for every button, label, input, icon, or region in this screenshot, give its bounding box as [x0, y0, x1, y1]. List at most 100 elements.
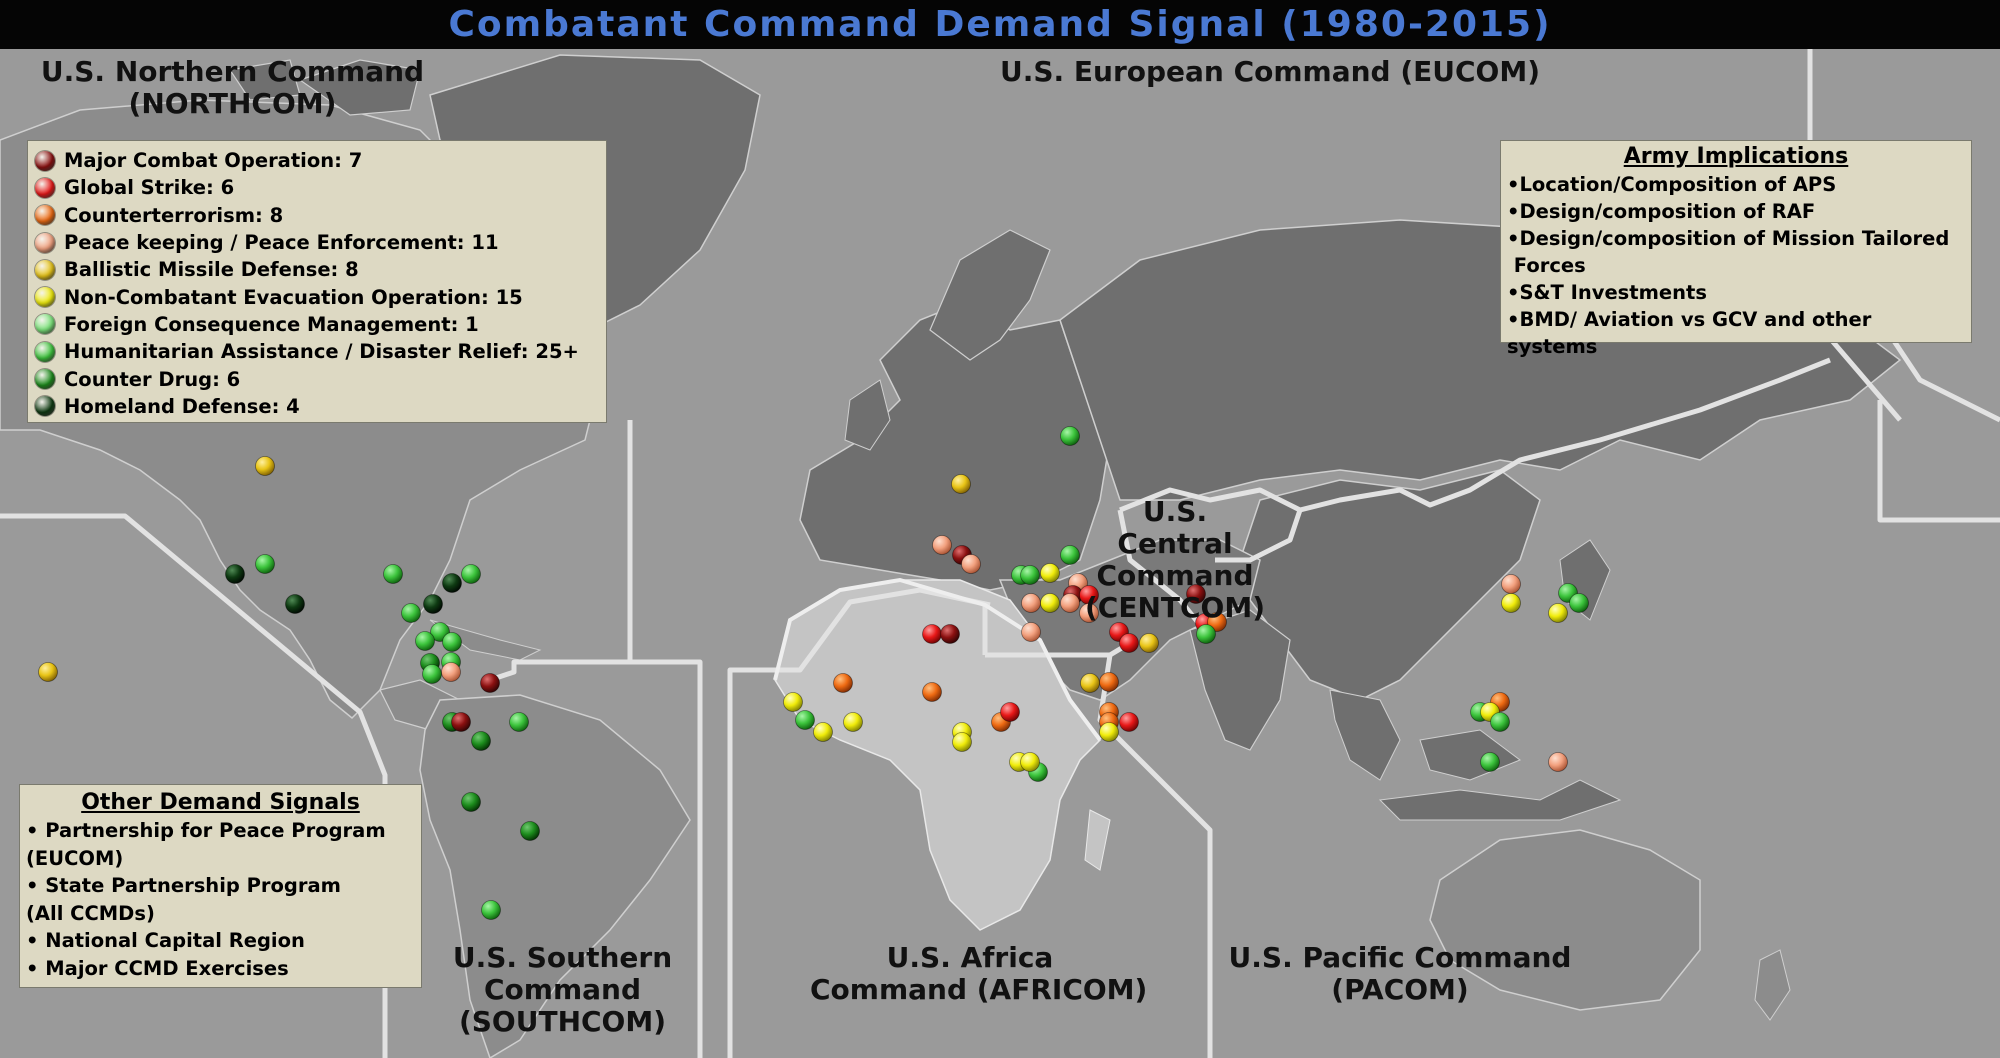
centcom-label-line: (CENTCOM)	[1084, 591, 1266, 624]
implication-item: •Location/Composition of APS	[1507, 173, 1837, 196]
legend-item-hadr: Humanitarian Assistance / Disaster Relie…	[35, 338, 606, 365]
legend-swatch-pk	[35, 232, 55, 253]
event-marker-hadr	[1060, 426, 1080, 446]
legend-swatch-hd	[35, 396, 55, 417]
title-bar: Combatant Command Demand Signal (1980-20…	[0, 0, 2000, 49]
event-marker-neo	[783, 692, 803, 712]
legend-swatch-cd	[35, 369, 55, 390]
event-marker-gs	[922, 624, 942, 644]
british-isles	[844, 379, 891, 451]
legend-swatch-ct	[35, 205, 55, 226]
legend-swatch-fcm	[35, 314, 55, 335]
legend-swatch-gs	[35, 177, 55, 198]
legend-label: Homeland Defense: 4	[64, 394, 300, 418]
eucom-label: U.S. European Command (EUCOM)	[960, 56, 1580, 88]
implication-item: •Design/composition of Mission Tailored	[1507, 227, 1950, 250]
madagascar	[1084, 809, 1111, 871]
legend-label: Major Combat Operation: 7	[64, 149, 363, 173]
event-marker-neo	[1040, 593, 1060, 613]
event-marker-ct	[833, 673, 853, 693]
event-marker-neo	[1099, 722, 1119, 742]
event-marker-hadr	[1480, 752, 1500, 772]
legend-item-cd: Counter Drug: 6	[35, 365, 606, 392]
other-signal-item: • Partnership for Peace Program	[26, 819, 386, 842]
other-demand-signals-title: Other Demand Signals	[81, 790, 360, 815]
northcom-label: U.S. Northern Command (NORTHCOM)	[30, 56, 435, 120]
africom-label: U.S. Africa Command (AFRICOM)	[810, 941, 1148, 1006]
implication-item: •S&T Investments	[1507, 281, 1707, 304]
northcom-label-line: (NORTHCOM)	[128, 87, 337, 120]
event-marker-pk	[1021, 593, 1041, 613]
event-marker-mco	[1186, 584, 1206, 604]
legend-swatch-neo	[35, 287, 55, 308]
pacom-label-line: (PACOM)	[1331, 973, 1469, 1006]
southcom-label: U.S. Southern Command (SOUTHCOM)	[430, 942, 695, 1038]
implication-item: •Design/composition of RAF	[1507, 200, 1816, 223]
centcom-label-line: Central	[1117, 527, 1233, 560]
event-marker-ct	[1207, 612, 1227, 632]
event-markers	[38, 426, 1589, 920]
event-marker-bmd	[255, 456, 275, 476]
legend-swatch-hadr	[35, 341, 55, 362]
scandinavia	[929, 229, 1051, 361]
centcom-label-line: U.S.	[1142, 495, 1208, 528]
legend-label: Global Strike: 6	[64, 176, 235, 200]
africom-outline	[773, 577, 1102, 742]
event-marker-neo	[1040, 563, 1060, 583]
event-marker-neo	[952, 732, 972, 752]
event-marker-neo	[843, 712, 863, 732]
southcom-label-line: Command	[483, 973, 641, 1006]
india-landmass	[1189, 609, 1291, 751]
centcom-label-line: Command	[1096, 559, 1254, 592]
event-marker-gs	[1000, 702, 1020, 722]
australia-landmass	[1429, 829, 1701, 1011]
event-marker-ct	[922, 682, 942, 702]
event-marker-neo	[1548, 603, 1568, 623]
pacom-label: U.S. Pacific Command (PACOM)	[1215, 942, 1585, 1006]
legend-label: Counter Drug: 6	[64, 367, 241, 391]
legend-item-mco: Major Combat Operation: 7	[35, 147, 606, 174]
legend-label: Ballistic Missile Defense: 8	[64, 258, 359, 282]
event-marker-pk	[1548, 752, 1568, 772]
legend-item-pk: Peace keeping / Peace Enforcement: 11	[35, 229, 606, 256]
event-marker-hadr	[509, 712, 529, 732]
event-marker-hadr	[415, 631, 435, 651]
army-implications-panel: Army Implications •Location/Composition …	[1500, 140, 1972, 358]
event-marker-pk	[441, 662, 461, 682]
event-marker-cd	[461, 792, 481, 812]
event-marker-hadr	[255, 554, 275, 574]
implication-item: Forces	[1507, 254, 1586, 277]
event-marker-hd	[225, 564, 245, 584]
event-marker-bmd	[1080, 673, 1100, 693]
event-marker-hd	[442, 573, 462, 593]
event-marker-hadr	[422, 664, 442, 684]
other-signal-item: (All CCMDs)	[26, 901, 155, 925]
other-demand-signals-panel: Other Demand Signals • Partnership for P…	[19, 784, 422, 988]
other-signal-item: • Major CCMD Exercises	[26, 956, 289, 980]
other-signal-item: • State Partnership Program	[26, 874, 341, 897]
event-marker-mco	[940, 624, 960, 644]
event-marker-gs	[1119, 712, 1139, 732]
legend-swatch-bmd	[35, 259, 55, 280]
legend-item-neo: Non-Combatant Evacuation Operation: 15	[35, 283, 606, 310]
eucom-label-line: U.S. European Command (EUCOM)	[999, 55, 1541, 88]
southcom-label-line: U.S. Southern	[452, 941, 673, 974]
event-marker-hadr	[795, 710, 815, 730]
legend-label: Non-Combatant Evacuation Operation: 15	[64, 285, 523, 309]
legend-swatch-mco	[35, 150, 55, 171]
event-marker-neo	[1501, 593, 1521, 613]
event-marker-hadr	[481, 900, 501, 920]
legend-label: Foreign Consequence Management: 1	[64, 312, 479, 336]
arctic-islands	[228, 59, 421, 116]
new-zealand	[1754, 949, 1791, 1021]
event-marker-pk	[1060, 593, 1080, 613]
legend-item-ct: Counterterrorism: 8	[35, 202, 606, 229]
legend-label: Counterterrorism: 8	[64, 203, 284, 227]
africom-label-line: Command (AFRICOM)	[810, 973, 1148, 1006]
other-signal-item: (EUCOM)	[26, 846, 124, 870]
legend-item-bmd: Ballistic Missile Defense: 8	[35, 256, 606, 283]
event-marker-hd	[285, 594, 305, 614]
africom-label-line: U.S. Africa	[886, 941, 1054, 974]
implication-item: •BMD/ Aviation vs GCV and other systems	[1507, 308, 1872, 358]
